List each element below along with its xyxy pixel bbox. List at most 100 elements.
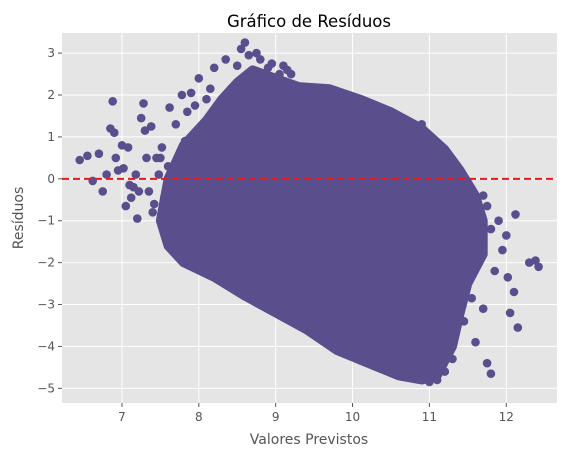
scatter-point [286, 69, 296, 79]
scatter-point [478, 304, 488, 314]
scatter-point [505, 308, 515, 318]
scatter-point [232, 61, 242, 70]
scatter-point [267, 59, 277, 68]
scatter-point [236, 44, 246, 54]
scatter-point [444, 155, 453, 165]
scatter-point [163, 162, 173, 171]
scatter-point [417, 120, 427, 129]
scatter-point [159, 193, 169, 202]
scatter-point [459, 317, 469, 326]
scatter-point [136, 113, 146, 123]
scatter-point [513, 323, 523, 332]
scatter-point [173, 229, 182, 238]
scatter-point [162, 229, 171, 238]
y-tick-label: 3 [47, 46, 55, 60]
scatter-point [209, 63, 219, 73]
scatter-point [471, 233, 480, 242]
x-tick-label: 11 [422, 410, 437, 424]
chart-title: Gráfico de Resíduos [227, 12, 391, 31]
scatter-point [165, 103, 174, 112]
scatter-point [133, 214, 142, 223]
scatter-point [111, 153, 121, 163]
y-tick-label: 0 [47, 172, 55, 186]
scatter-point [83, 151, 92, 161]
scatter-point [486, 369, 496, 379]
scatter-point [139, 99, 148, 108]
scatter-point [534, 262, 543, 272]
x-tick-label: 7 [118, 410, 126, 424]
scatter-point [409, 371, 419, 381]
scatter-point [102, 170, 111, 179]
scatter-point [206, 84, 215, 93]
scatter-point [467, 293, 477, 303]
scatter-point [478, 191, 488, 200]
y-tick-label: 1 [47, 130, 55, 144]
scatter-point [482, 201, 492, 211]
scatter-point [180, 136, 190, 146]
scatter-point [440, 367, 450, 376]
scatter-point [156, 153, 165, 163]
scatter-point [126, 193, 136, 202]
scatter-point [121, 201, 131, 211]
scatter-point [494, 216, 503, 225]
y-axis-label: Resíduos [11, 187, 27, 250]
scatter-point [144, 187, 154, 196]
scatter-point [142, 153, 151, 163]
scatter-point [240, 38, 250, 47]
scatter-point [486, 224, 496, 234]
scatter-point [490, 266, 500, 276]
scatter-point [467, 203, 477, 213]
scatter-point [134, 187, 144, 196]
y-tick-label: −1 [37, 214, 55, 228]
scatter-point [146, 122, 156, 131]
scatter-point [98, 187, 107, 196]
scatter-point [425, 377, 434, 387]
scatter-point [221, 55, 230, 64]
scatter-point [471, 337, 480, 347]
scatter-point [463, 191, 473, 200]
scatter-point [503, 273, 513, 282]
scatter-point [119, 164, 128, 173]
scatter-point [459, 178, 469, 188]
scatter-point [190, 101, 200, 110]
scatter-point [177, 90, 187, 100]
scatter-point [448, 166, 457, 175]
x-tick-label: 10 [345, 410, 360, 424]
y-tick-label: −3 [37, 298, 55, 312]
scatter-point [148, 208, 157, 217]
scatter-point [511, 210, 520, 219]
scatter-point [425, 136, 434, 146]
scatter-point [432, 149, 442, 158]
scatter-point [186, 88, 196, 98]
scatter-point [255, 55, 265, 64]
scatter-point [432, 375, 442, 385]
scatter-point [154, 170, 164, 179]
scatter-point [183, 107, 192, 117]
x-tick-label: 12 [499, 410, 514, 424]
scatter-point [94, 149, 104, 158]
scatter-point [131, 170, 141, 179]
y-tick-label: 2 [47, 88, 55, 102]
dense-point-cloud [155, 65, 488, 385]
scatter-point [149, 199, 159, 209]
scatter-point [202, 94, 211, 104]
scatter-point [482, 358, 492, 368]
scatter-point [509, 287, 519, 297]
x-tick-label: 9 [272, 410, 280, 424]
scatter-point [140, 126, 150, 135]
scatter-point [75, 155, 84, 165]
scatter-point [123, 143, 133, 152]
x-axis-label: Valores Previstos [250, 432, 368, 448]
scatter-point [194, 74, 204, 83]
scatter-point [498, 245, 507, 255]
scatter-point [275, 69, 284, 79]
scatter-point [110, 128, 119, 137]
scatter-point [252, 48, 261, 58]
scatter-point [455, 283, 465, 293]
scatter-point [448, 354, 457, 364]
scatter-point [244, 50, 254, 60]
scatter-point [171, 120, 181, 129]
